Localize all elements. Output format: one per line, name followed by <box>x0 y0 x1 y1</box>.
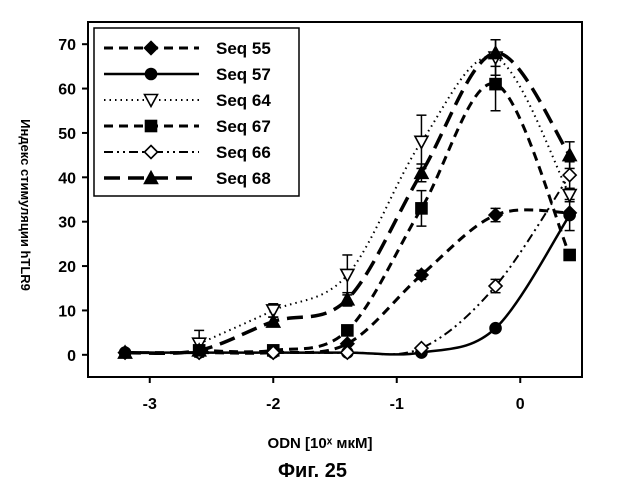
data-point-seq-55 <box>489 209 502 222</box>
y-tick-label: 20 <box>58 259 76 276</box>
y-tick-label: 10 <box>58 303 76 320</box>
data-point-seq-67 <box>490 79 501 90</box>
legend-label: Seq 66 <box>216 143 271 162</box>
data-point-seq-64 <box>415 136 428 148</box>
x-tick-label: -2 <box>266 396 280 413</box>
y-tick-label: 0 <box>67 348 76 365</box>
legend-marker-seq-67 <box>146 121 157 132</box>
legend-label: Seq 55 <box>216 39 271 58</box>
legend-label: Seq 57 <box>216 65 271 84</box>
data-point-seq-68 <box>563 149 576 161</box>
data-point-seq-57 <box>490 323 501 334</box>
y-tick-label: 60 <box>58 82 76 99</box>
chart: 0 10 20 30 40 50 60 70 -3 -2 -1 0 ODN [10ˣ мкМ] Инд… <box>0 0 625 460</box>
data-point-seq-67 <box>342 325 353 336</box>
data-point-seq-66 <box>563 169 576 182</box>
y-tick-label: 50 <box>58 126 76 143</box>
y-axis-label: Индекс стимуляции hTLR9 <box>18 119 33 291</box>
x-tick-label: -1 <box>390 396 404 413</box>
y-tick-label: 40 <box>58 170 76 187</box>
legend-marker-seq-57 <box>146 69 157 80</box>
y-tick-label: 70 <box>58 37 76 54</box>
x-axis-label: ODN [10ˣ мкМ] <box>268 435 373 452</box>
data-point-seq-57 <box>564 210 575 221</box>
data-point-seq-67 <box>564 249 575 260</box>
legend: Seq 55 Seq 57 Seq 64 Seq 67 Seq 66 Seq 68 <box>94 28 299 196</box>
legend-label: Seq 64 <box>216 91 271 110</box>
data-point-seq-66 <box>341 346 354 359</box>
legend-label: Seq 68 <box>216 169 271 188</box>
x-tick-label: -3 <box>143 396 157 413</box>
legend-label: Seq 67 <box>216 117 271 136</box>
figure-caption: Фиг. 25 <box>0 460 625 483</box>
x-tick-label: 0 <box>516 396 525 413</box>
data-point-seq-64 <box>341 269 354 281</box>
data-point-seq-67 <box>416 203 427 214</box>
y-tick-label: 30 <box>58 215 76 232</box>
